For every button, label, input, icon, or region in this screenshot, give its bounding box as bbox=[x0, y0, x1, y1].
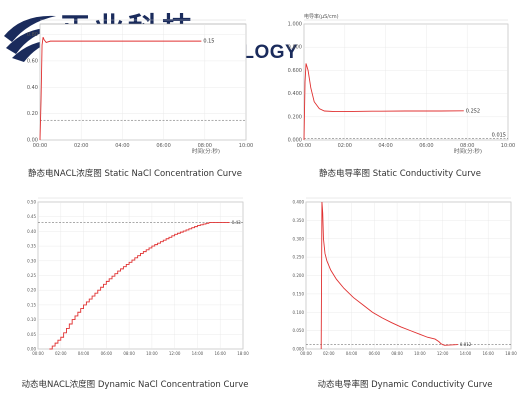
x-tick-label: 02:00 bbox=[55, 351, 67, 356]
y-tick-label: 0.25 bbox=[27, 273, 36, 278]
x-tick-label: 08:00 bbox=[198, 143, 212, 149]
static-nacl-chart: 0.00 0.20 0.40 0.60 0.80 00:00 02:00 04:00 06:00… bbox=[27, 19, 253, 155]
y-tick-label: 0.10 bbox=[27, 317, 36, 322]
x-tick-label: 04:00 bbox=[115, 143, 129, 149]
x-tick-label: 14:00 bbox=[460, 351, 472, 356]
y-tick-label: 0.000 bbox=[288, 138, 302, 144]
x-tick-label: 02:00 bbox=[74, 143, 88, 149]
x-tick-label: 10:00 bbox=[146, 351, 158, 356]
x-tick-label: 06:00 bbox=[101, 351, 113, 356]
x-tick-label: 12:00 bbox=[169, 351, 181, 356]
static-conductivity-chart: 电导率(μS/cm) 0.000 0.200 0.400 0.600 0.800 1.000… bbox=[288, 13, 516, 155]
caption-static-nacl: 静态电NACL浓度图 Static NaCl Concentration Cur… bbox=[28, 169, 242, 179]
x-tick-label: 16:00 bbox=[482, 351, 494, 356]
y-tick-label: 0.350 bbox=[293, 218, 305, 223]
x-tick-label: 04:00 bbox=[346, 351, 358, 356]
dynamic-conductivity-chart: 0.000 0.050 0.100 0.150 0.200 0.250 0.300 0.350… bbox=[293, 197, 517, 356]
y-tick-label: 0.40 bbox=[27, 229, 36, 234]
x-tick-label: 10:00 bbox=[239, 143, 253, 149]
x-tick-label: 00:00 bbox=[300, 351, 312, 356]
plot-frame bbox=[303, 23, 509, 141]
y-tick-label: 0.400 bbox=[293, 200, 305, 205]
series-line bbox=[303, 63, 464, 141]
y-axis-unit-label: 电导率(μS/cm) bbox=[304, 13, 339, 20]
y-tick-label: 0.15 bbox=[27, 302, 36, 307]
series-line bbox=[39, 37, 202, 141]
x-tick-label: 14:00 bbox=[192, 351, 204, 356]
y-tick-label: 0.50 bbox=[27, 200, 36, 205]
y-tick-label: 0.00 bbox=[27, 138, 38, 144]
caption-dynamic-conductivity: 动态电导率图 Dynamic Conductivity Curve bbox=[317, 380, 493, 390]
x-tick-label: 06:00 bbox=[369, 351, 381, 356]
dynamic-nacl-chart: 0.00 0.05 0.10 0.15 0.20 0.25 0.30 0.35 0.40 0.45… bbox=[27, 197, 249, 356]
x-tick-label: 08:00 bbox=[123, 351, 135, 356]
y-tick-label: 0.60 bbox=[27, 58, 38, 64]
end-value-label: 0.43 bbox=[232, 220, 241, 225]
y-tick-label: 0.050 bbox=[293, 328, 305, 333]
x-tick-label: 04:00 bbox=[78, 351, 90, 356]
y-tick-label: 0.600 bbox=[288, 68, 302, 74]
y-tick-label: 0.000 bbox=[293, 347, 305, 352]
x-tick-label: 06:00 bbox=[419, 143, 433, 149]
end-value-label: 0.012 bbox=[460, 342, 472, 347]
end-value-label: 0.15 bbox=[203, 39, 214, 45]
y-tick-label: 1.000 bbox=[288, 22, 302, 28]
y-tick-label: 0.20 bbox=[27, 288, 36, 293]
logo-mark-icon bbox=[4, 15, 56, 62]
x-tick-label: 18:00 bbox=[237, 351, 249, 356]
y-tick-label: 0.20 bbox=[27, 111, 38, 117]
series-line bbox=[49, 222, 230, 350]
y-tick-label: 0.35 bbox=[27, 244, 36, 249]
x-tick-label: 16:00 bbox=[214, 351, 226, 356]
x-axis-label: 时间(分:秒) bbox=[454, 147, 482, 155]
y-tick-label: 0.250 bbox=[293, 255, 305, 260]
x-tick-label: 06:00 bbox=[156, 143, 170, 149]
y-tick-label: 0.05 bbox=[27, 332, 36, 337]
x-tick-label: 12:00 bbox=[437, 351, 449, 356]
end-value-label: 0.252 bbox=[466, 108, 480, 114]
y-tick-label: 0.00 bbox=[27, 347, 36, 352]
x-tick-label: 10:00 bbox=[501, 143, 515, 149]
x-tick-label: 02:00 bbox=[323, 351, 335, 356]
y-tick-label: 0.30 bbox=[27, 258, 36, 263]
x-tick-label: 08:00 bbox=[391, 351, 403, 356]
y-tick-label: 0.45 bbox=[27, 214, 36, 219]
x-tick-label: 00:00 bbox=[297, 143, 311, 149]
x-tick-label: 00:00 bbox=[32, 351, 44, 356]
series-line bbox=[320, 201, 458, 350]
threshold-label: 0.015 bbox=[492, 132, 506, 138]
y-tick-label: 0.40 bbox=[27, 85, 38, 91]
y-tick-label: 0.800 bbox=[288, 45, 302, 51]
x-axis-label: 时间(分:秒) bbox=[192, 147, 220, 155]
y-tick-label: 0.300 bbox=[293, 236, 305, 241]
y-tick-label: 0.80 bbox=[27, 32, 38, 38]
y-tick-label: 0.100 bbox=[293, 310, 305, 315]
y-tick-label: 0.150 bbox=[293, 291, 305, 296]
x-tick-label: 02:00 bbox=[338, 143, 352, 149]
y-tick-label: 0.400 bbox=[288, 91, 302, 97]
x-tick-label: 00:00 bbox=[33, 143, 47, 149]
x-tick-label: 10:00 bbox=[414, 351, 426, 356]
caption-static-conductivity: 静态电导率图 Static Conductivity Curve bbox=[319, 169, 481, 179]
x-tick-label: 18:00 bbox=[505, 351, 517, 356]
y-tick-label: 0.200 bbox=[288, 114, 302, 120]
caption-dynamic-nacl: 动态电NACL浓度图 Dynamic NaCl Concentration Cu… bbox=[21, 380, 249, 390]
plot-frame bbox=[39, 23, 247, 141]
y-tick-label: 0.200 bbox=[293, 273, 305, 278]
x-tick-label: 04:00 bbox=[378, 143, 392, 149]
x-tick-label: 08:00 bbox=[460, 143, 474, 149]
